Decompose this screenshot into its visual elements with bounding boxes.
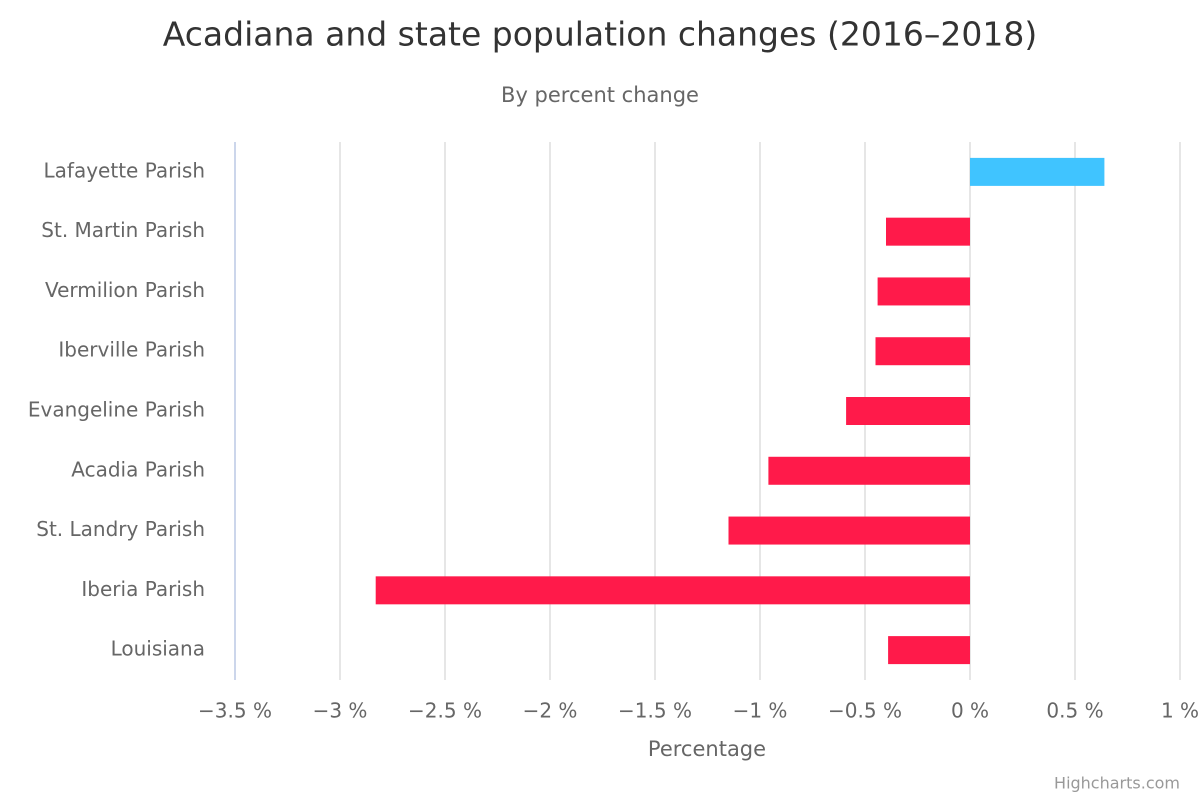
credits: Highcharts.com — [1054, 774, 1180, 793]
y-tick-label: Evangeline Parish — [28, 398, 205, 422]
chart-subtitle: By percent change — [501, 83, 699, 107]
bar — [875, 337, 970, 366]
x-tick-label: −0.5 % — [828, 699, 902, 723]
bar — [768, 456, 970, 485]
bar — [846, 397, 970, 425]
bar — [970, 157, 1105, 186]
x-tick-label: 1 % — [1161, 699, 1199, 723]
y-tick-label: St. Landry Parish — [36, 517, 205, 541]
y-tick-label: Louisiana — [111, 637, 205, 661]
x-axis-title: Percentage — [648, 737, 766, 761]
y-tick-label: Vermilion Parish — [45, 278, 205, 302]
y-tick-label: Iberville Parish — [58, 338, 205, 362]
bar — [886, 217, 970, 246]
x-tick-label: 0 % — [951, 699, 989, 723]
x-tick-label: −3 % — [313, 699, 368, 723]
bar — [877, 277, 970, 306]
x-tick-label: 0.5 % — [1046, 699, 1103, 723]
x-tick-label: −3.5 % — [198, 699, 272, 723]
x-tick-label: −2 % — [523, 699, 578, 723]
x-tick-label: −2.5 % — [408, 699, 482, 723]
x-tick-label: −1 % — [733, 699, 788, 723]
bar — [888, 636, 970, 665]
y-tick-label: Acadia Parish — [71, 457, 205, 481]
y-tick-label: Lafayette Parish — [44, 158, 205, 182]
x-tick-label: −1.5 % — [618, 699, 692, 723]
y-tick-label: Iberia Parish — [81, 577, 205, 601]
chart-title: Acadiana and state population changes (2… — [163, 15, 1037, 54]
y-tick-label: St. Martin Parish — [41, 218, 205, 242]
bar — [375, 576, 970, 605]
bar — [728, 516, 970, 545]
